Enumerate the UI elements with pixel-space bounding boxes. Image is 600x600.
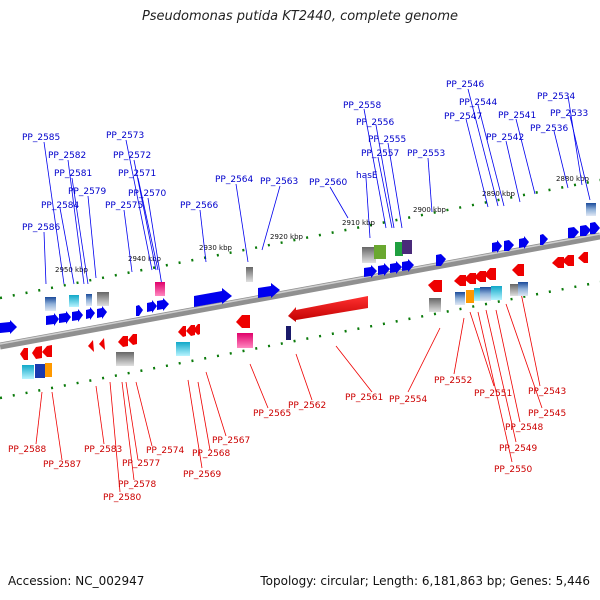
gene-label: PP_2572 xyxy=(113,151,151,161)
gene-label: PP_2536 xyxy=(530,124,569,134)
gene-label: PP_2567 xyxy=(212,436,250,446)
gene-label: PP_2578 xyxy=(118,480,157,490)
forward-leaders xyxy=(43,88,591,287)
topology-text: Topology: circular; Length: 6,181,863 bp… xyxy=(260,574,590,588)
scale-label: 2920 kbp xyxy=(270,233,304,241)
gene-label: PP_2542 xyxy=(486,133,524,143)
reverse-label-group: PP_2543 PP_2545 PP_2548 PP_2549 PP_2550 … xyxy=(8,376,566,503)
gene-label: PP_2555 xyxy=(368,135,406,145)
gene-label: PP_2568 xyxy=(192,449,231,459)
gene-label: PP_2561 xyxy=(345,393,383,403)
gene-label: PP_2552 xyxy=(434,376,472,386)
gene-label: PP_2548 xyxy=(505,423,544,433)
gene-label: PP_2583 xyxy=(84,445,122,455)
scale-label: 2900 kbp xyxy=(413,206,447,214)
gene-label: PP_2541 xyxy=(498,111,536,121)
scale-label: 2910 kbp xyxy=(342,219,376,227)
gene-label: PP_2565 xyxy=(253,409,291,419)
reverse-blocks xyxy=(22,282,528,379)
scale-label: 2890 kbp xyxy=(482,190,516,198)
forward-blocks xyxy=(45,203,596,311)
gene-label: PP_2556 xyxy=(356,118,395,128)
gene-label: PP_2545 xyxy=(528,409,566,419)
gene-label: PP_2560 xyxy=(309,178,348,188)
gene-label: PP_2549 xyxy=(499,444,538,454)
gene-label: PP_2543 xyxy=(528,387,566,397)
accession-text: Accession: NC_002947 xyxy=(8,574,145,588)
gene-label: PP_2574 xyxy=(146,446,185,456)
gene-label: PP_2544 xyxy=(459,98,498,108)
gene-label: PP_2585 xyxy=(22,133,60,143)
gene-label: PP_2550 xyxy=(494,465,533,475)
chromosome-backbone xyxy=(0,232,600,350)
gene-label: PP_2546 xyxy=(446,80,485,90)
gene-label: PP_2534 xyxy=(537,92,576,102)
gene-label: PP_2587 xyxy=(43,460,81,470)
gene-label: PP_2533 xyxy=(550,109,588,119)
gene-label: PP_2580 xyxy=(103,493,142,503)
gene-label: PP_2566 xyxy=(180,201,219,211)
gene-label: PP_2577 xyxy=(122,459,160,469)
gene-label: PP_2569 xyxy=(183,470,222,480)
gene-label: PP_2584 xyxy=(41,201,80,211)
scale-label: 2940 kbp xyxy=(128,255,162,263)
reverse-genes xyxy=(20,252,588,360)
gene-label: PP_2586 xyxy=(22,223,61,233)
gene-label: PP_2557 xyxy=(361,149,399,159)
reverse-leaders xyxy=(35,287,543,493)
gene-label: PP_2588 xyxy=(8,445,47,455)
gene-label: PP_2579 xyxy=(68,187,107,197)
forward-label-group: PP_2534 PP_2533 PP_2536 PP_2546 PP_2544 … xyxy=(22,80,588,233)
gene-label: hasE xyxy=(356,171,378,181)
gene-label: PP_2570 xyxy=(128,189,167,199)
scale-label: 2880 kbp xyxy=(556,175,590,183)
chromosome-highlight xyxy=(0,233,600,345)
gene-label: PP_2564 xyxy=(215,175,254,185)
gene-label: PP_2575 xyxy=(105,201,143,211)
scale-label: 2930 kbp xyxy=(199,244,233,252)
gene-label: PP_2547 xyxy=(444,112,482,122)
gene-label: PP_2571 xyxy=(118,169,156,179)
gene-label: PP_2562 xyxy=(288,401,326,411)
gene-label: PP_2551 xyxy=(474,389,512,399)
gene-label: PP_2573 xyxy=(106,131,144,141)
gene-label: PP_2581 xyxy=(54,169,92,179)
gene-label: PP_2558 xyxy=(343,101,382,111)
gene-label: PP_2563 xyxy=(260,177,298,187)
genome-title: Pseudomonas putida KT2440, complete geno… xyxy=(141,9,459,24)
gene-label: PP_2554 xyxy=(389,395,428,405)
gene-label: PP_2582 xyxy=(48,151,86,161)
gene-label: PP_2553 xyxy=(407,149,445,159)
